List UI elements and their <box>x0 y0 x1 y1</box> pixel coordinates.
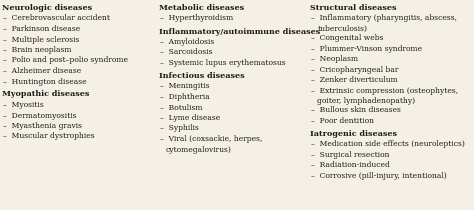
Text: –  Polio and post–polio syndrome: – Polio and post–polio syndrome <box>3 56 128 64</box>
Text: tuberculosis): tuberculosis) <box>318 25 367 33</box>
Text: –  Poor dentition: – Poor dentition <box>311 117 374 125</box>
Text: –  Plummer-Vinson syndrome: – Plummer-Vinson syndrome <box>311 45 423 53</box>
Text: –  Radiation-induced: – Radiation-induced <box>311 161 391 169</box>
Text: cytomegalovirus): cytomegalovirus) <box>166 146 232 154</box>
Text: –  Meningitis: – Meningitis <box>160 83 210 91</box>
Text: –  Huntington disease: – Huntington disease <box>3 77 87 85</box>
Text: –  Hyperthyroidism: – Hyperthyroidism <box>160 14 233 22</box>
Text: –  Congenital webs: – Congenital webs <box>311 34 384 42</box>
Text: –  Syphilis: – Syphilis <box>160 125 199 133</box>
Text: –  Dermatomyositis: – Dermatomyositis <box>3 112 77 119</box>
Text: –  Multiple sclerosis: – Multiple sclerosis <box>3 35 80 43</box>
Text: –  Myasthenia gravis: – Myasthenia gravis <box>3 122 82 130</box>
Text: –  Lyme disease: – Lyme disease <box>160 114 220 122</box>
Text: Myopathic diseases: Myopathic diseases <box>2 91 90 98</box>
Text: Iatrogenic diseases: Iatrogenic diseases <box>310 130 398 138</box>
Text: Structural diseases: Structural diseases <box>310 4 397 12</box>
Text: –  Amyloidosis: – Amyloidosis <box>160 38 214 46</box>
Text: Neurologic diseases: Neurologic diseases <box>2 4 92 12</box>
Text: –  Inflammatory (pharyngitis, abscess,: – Inflammatory (pharyngitis, abscess, <box>311 14 457 22</box>
Text: –  Myositis: – Myositis <box>3 101 44 109</box>
Text: –  Brain neoplasm: – Brain neoplasm <box>3 46 72 54</box>
Text: –  Corrosive (pill-injury, intentional): – Corrosive (pill-injury, intentional) <box>311 172 447 180</box>
Text: –  Alzheimer disease: – Alzheimer disease <box>3 67 82 75</box>
Text: –  Parkinson disease: – Parkinson disease <box>3 25 81 33</box>
Text: –  Cerebrovascular accident: – Cerebrovascular accident <box>3 14 110 22</box>
Text: –  Surgical resection: – Surgical resection <box>311 151 390 159</box>
Text: –  Viral (coxsackie, herpes,: – Viral (coxsackie, herpes, <box>160 135 262 143</box>
Text: Metabolic diseases: Metabolic diseases <box>159 4 244 12</box>
Text: Inflammatory/autoimmune diseases: Inflammatory/autoimmune diseases <box>159 28 320 35</box>
Text: goiter, lymphadenopathy): goiter, lymphadenopathy) <box>318 97 416 105</box>
Text: –  Diphtheria: – Diphtheria <box>160 93 210 101</box>
Text: –  Neoplasm: – Neoplasm <box>311 55 359 63</box>
Text: –  Cricopharyngeal bar: – Cricopharyngeal bar <box>311 66 399 74</box>
Text: –  Muscular dystrophies: – Muscular dystrophies <box>3 133 95 140</box>
Text: –  Botulism: – Botulism <box>160 104 202 112</box>
Text: –  Bullous skin diseases: – Bullous skin diseases <box>311 106 401 114</box>
Text: –  Systemic lupus erythematosus: – Systemic lupus erythematosus <box>160 59 285 67</box>
Text: –  Zenker diverticulum: – Zenker diverticulum <box>311 76 398 84</box>
Text: –  Extrinsic compression (osteophytes,: – Extrinsic compression (osteophytes, <box>311 87 458 95</box>
Text: Infectious diseases: Infectious diseases <box>159 72 245 80</box>
Text: –  Medication side effects (neuroleptics): – Medication side effects (neuroleptics) <box>311 140 465 148</box>
Text: –  Sarcoidosis: – Sarcoidosis <box>160 49 212 56</box>
